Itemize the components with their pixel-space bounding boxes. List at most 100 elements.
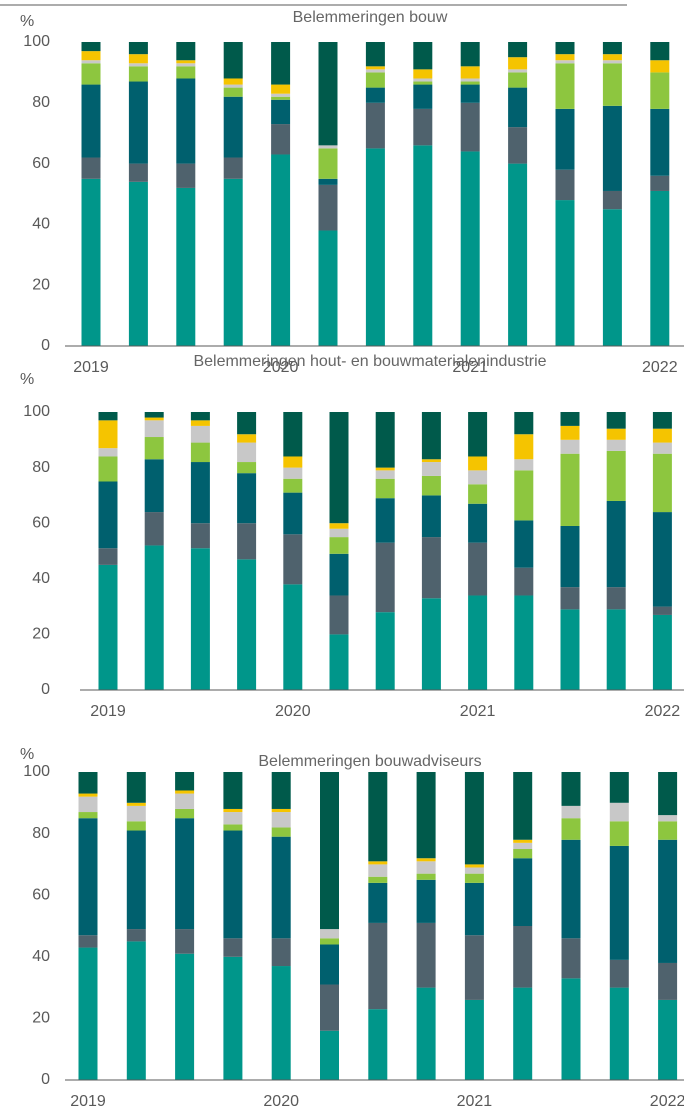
- bar-segment: [555, 108, 575, 170]
- bar-segment: [513, 926, 533, 988]
- bar-segment: [283, 467, 303, 479]
- bar-segment: [176, 60, 196, 64]
- bar-segment: [560, 412, 580, 426]
- bar-segment: [237, 473, 257, 524]
- y-tick-label: 80: [32, 94, 50, 111]
- bar-segment: [190, 425, 210, 443]
- bar-segment: [365, 148, 385, 346]
- bar-segment: [78, 812, 98, 819]
- bar-segment: [128, 81, 148, 164]
- bar-segment: [560, 439, 580, 454]
- bar-segment: [413, 145, 433, 346]
- bar-segment: [98, 420, 118, 449]
- y-tick-label: 80: [32, 459, 50, 476]
- y-tick-label: 60: [32, 155, 50, 172]
- bar-segment: [283, 584, 303, 690]
- bar-segment: [144, 420, 164, 438]
- y-tick-label: 60: [32, 886, 50, 903]
- bar-segment: [329, 634, 349, 690]
- bar-segment: [658, 815, 678, 822]
- bar-segment: [128, 42, 148, 55]
- bar-segment: [460, 84, 480, 103]
- bar-segment: [375, 478, 395, 499]
- bar-segment: [513, 987, 533, 1080]
- bar-segment: [78, 793, 98, 797]
- bar-segment: [560, 609, 580, 690]
- bar-segment: [318, 230, 338, 346]
- bar-segment: [650, 108, 670, 176]
- bar-segment: [416, 858, 436, 862]
- bar-segment: [561, 978, 581, 1080]
- bar-segment: [555, 60, 575, 64]
- bar-segment: [602, 54, 622, 61]
- bar-segment: [98, 564, 118, 690]
- bar-segment: [416, 873, 436, 880]
- y-tick-label: 0: [41, 681, 50, 698]
- bar-segment: [271, 827, 291, 837]
- bar-segment: [468, 412, 488, 457]
- bar-segment: [175, 790, 195, 794]
- bar-segment: [606, 609, 626, 690]
- bar-segment: [508, 57, 528, 70]
- x-tick-label: 2020: [263, 359, 299, 376]
- x-tick-label: 2019: [70, 1093, 106, 1110]
- bar-segment: [368, 882, 388, 923]
- bar-segment: [658, 839, 678, 963]
- bar-segment: [78, 772, 98, 794]
- bar-segment: [609, 772, 629, 803]
- bar-segment: [416, 772, 436, 859]
- bar-segment: [508, 163, 528, 346]
- bar-segment: [144, 459, 164, 513]
- bar-segment: [365, 102, 385, 149]
- bar-segment: [652, 428, 672, 443]
- bar-segment: [368, 861, 388, 865]
- bar-segment: [508, 72, 528, 88]
- bar-segment: [413, 42, 433, 70]
- bar-segment: [144, 512, 164, 546]
- bar-segment: [126, 805, 146, 822]
- bar-segment: [98, 481, 118, 549]
- bar-segment: [561, 818, 581, 840]
- bar-segment: [464, 772, 484, 865]
- bar-segment: [237, 523, 257, 560]
- bar-segment: [237, 434, 257, 443]
- bar-segment: [126, 830, 146, 930]
- bar-segment: [126, 772, 146, 803]
- bar-segment: [560, 525, 580, 588]
- bar-segment: [609, 987, 629, 1080]
- bar-segment: [128, 63, 148, 67]
- bar-segment: [460, 42, 480, 67]
- y-tick-label: 20: [32, 1010, 50, 1027]
- bar-segment: [416, 879, 436, 923]
- bar-segment: [318, 148, 338, 179]
- bar-segment: [464, 873, 484, 883]
- bar-segment: [78, 818, 98, 936]
- bar-segment: [175, 772, 195, 791]
- y-tick-label: 60: [32, 514, 50, 531]
- bar-segment: [190, 523, 210, 549]
- bar-segment: [658, 772, 678, 816]
- bar-segment: [468, 542, 488, 596]
- bar-segment: [421, 412, 441, 460]
- bar-segment: [128, 66, 148, 82]
- bar-segment: [650, 190, 670, 346]
- bar-segment: [561, 839, 581, 939]
- y-axis-label: %: [20, 746, 34, 763]
- bar-segment: [318, 184, 338, 231]
- bar-segment: [271, 84, 291, 94]
- bar-segment: [98, 456, 118, 482]
- bar-segment: [223, 42, 243, 79]
- bar-segment: [513, 842, 533, 849]
- bar-segment: [658, 999, 678, 1080]
- bar-segment: [652, 606, 672, 615]
- bar-segment: [514, 595, 534, 690]
- bar-segment: [329, 553, 349, 596]
- bar-segment: [413, 81, 433, 85]
- bar-segment: [365, 72, 385, 88]
- bar-segment: [144, 417, 164, 421]
- bar-segment: [237, 559, 257, 690]
- x-tick-label: 2022: [645, 703, 681, 720]
- bar-segment: [175, 808, 195, 819]
- bar-segment: [416, 922, 436, 988]
